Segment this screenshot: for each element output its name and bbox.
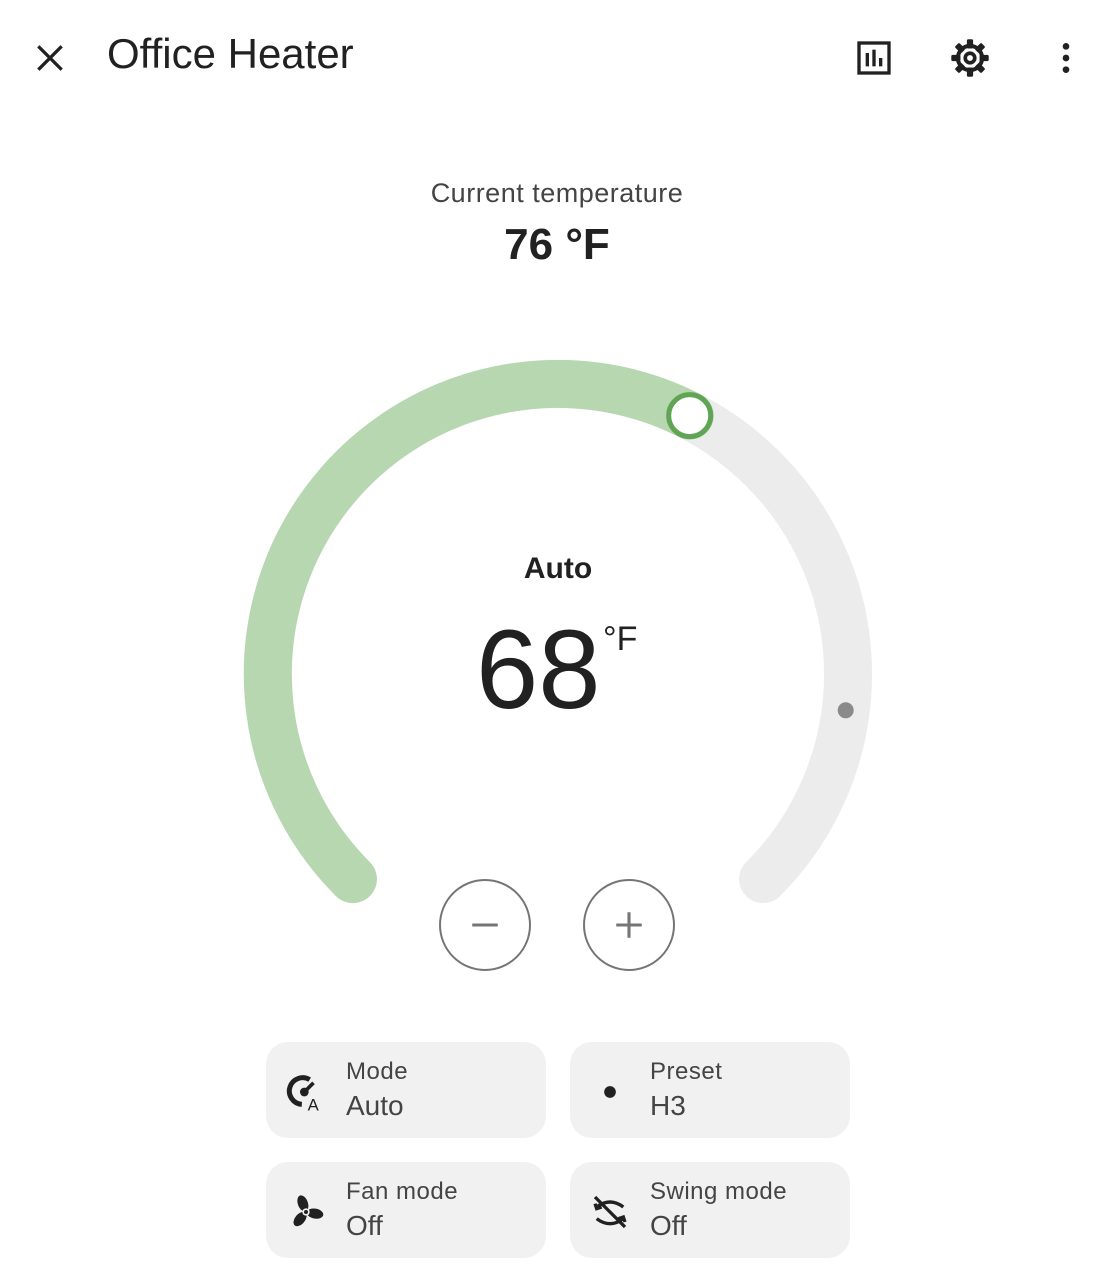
gear-icon <box>951 39 989 77</box>
mode-chip[interactable]: A Mode Auto <box>266 1042 546 1138</box>
fan-mode-chip-label: Fan mode <box>346 1178 459 1205</box>
swing-mode-chip-label: Swing mode <box>650 1178 788 1205</box>
dots-vertical-icon <box>1062 43 1070 73</box>
thermostat-dial[interactable] <box>0 0 1104 1000</box>
decrease-temperature-button[interactable] <box>439 879 531 971</box>
close-button[interactable] <box>18 26 82 90</box>
target-temperature-unit: °F <box>603 620 638 658</box>
preset-chip[interactable]: Preset H3 <box>570 1042 850 1138</box>
dial-active-arc <box>243 359 714 904</box>
fan-mode-chip-value: Off <box>346 1210 383 1241</box>
swing-mode-chip[interactable]: Swing mode Off <box>570 1162 850 1258</box>
svg-text:A: A <box>308 1095 320 1112</box>
swing-mode-chip-value: Off <box>650 1210 687 1241</box>
current-temperature-marker <box>837 702 854 719</box>
plus-icon <box>616 912 642 938</box>
fan-mode-chip[interactable]: Fan mode Off <box>266 1162 546 1258</box>
minus-icon <box>472 923 498 927</box>
preset-chip-value: H3 <box>650 1090 686 1121</box>
chart-box-icon <box>857 41 891 75</box>
preset-chip-label: Preset <box>650 1058 723 1085</box>
current-temperature-label: Current temperature <box>430 178 684 208</box>
increase-temperature-button[interactable] <box>583 879 675 971</box>
settings-button[interactable] <box>938 26 1002 90</box>
target-temperature-value: 68 <box>476 607 601 732</box>
page-title: Office Heater <box>107 30 354 77</box>
swing-off-icon <box>590 1192 630 1232</box>
mode-chip-value: Auto <box>346 1090 404 1121</box>
close-icon <box>37 45 63 71</box>
dot-icon <box>590 1072 630 1112</box>
fan-icon <box>286 1192 326 1232</box>
hvac-mode-label: Auto <box>523 552 593 585</box>
target-temperature-handle[interactable] <box>666 392 714 440</box>
current-temperature-value: 76 °F <box>504 220 610 269</box>
more-options-button[interactable] <box>1034 26 1098 90</box>
dialog-header: Office Heater <box>0 0 1104 116</box>
mode-chip-label: Mode <box>346 1058 409 1085</box>
history-button[interactable] <box>842 26 906 90</box>
thermostat-auto-icon: A <box>286 1072 326 1112</box>
